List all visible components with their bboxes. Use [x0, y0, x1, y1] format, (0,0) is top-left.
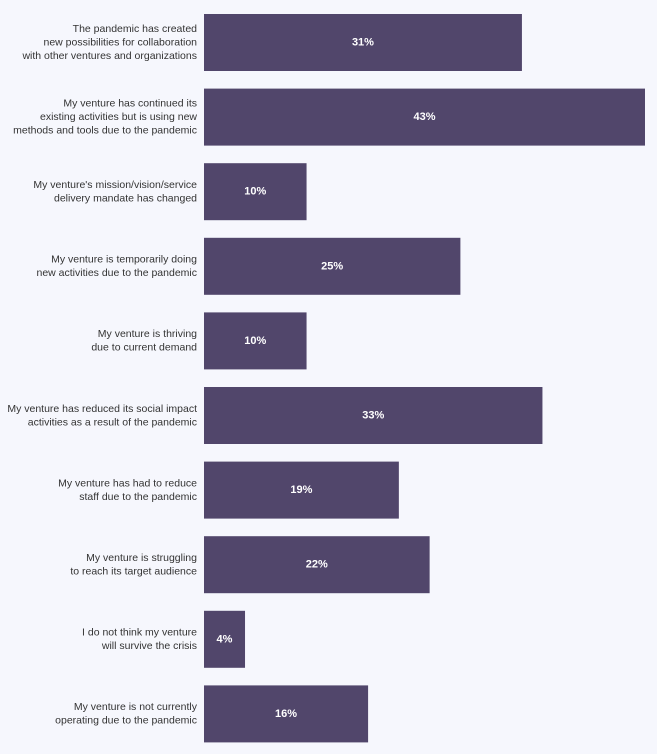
category-label: My venture is temporarily doing new activ…	[36, 254, 197, 280]
bar-value-label: 25%	[321, 260, 343, 272]
category-label-line: methods and tools due to the pandemic	[13, 125, 197, 137]
bar-value-label: 33%	[362, 410, 384, 422]
bar-value-label: 43%	[413, 111, 435, 123]
category-label-line: new possibilities for collaboration	[44, 37, 198, 49]
category-label-line: My venture has continued its	[63, 98, 197, 110]
bar	[204, 536, 430, 594]
bar-value-label: 31%	[352, 37, 374, 49]
category-label-line: activities as a result of the pandemic	[28, 416, 197, 428]
category-label: My venture is thriving due to current dem…	[91, 328, 197, 354]
bar-group: 25% My venture is temporarily doing new ac…	[36, 237, 461, 295]
bar-value-label: 10%	[244, 186, 266, 198]
category-label: My venture has continued its existing act…	[13, 98, 197, 137]
category-label-line: The pandemic has created	[73, 23, 197, 35]
bar	[204, 461, 399, 519]
bar	[204, 237, 461, 295]
category-label: My venture's mission/vision/service deliv…	[33, 179, 197, 205]
bar	[204, 163, 307, 221]
category-label-line: My venture is temporarily doing	[51, 254, 197, 266]
category-label-line: due to current demand	[91, 342, 197, 354]
bar-group: 10% My venture's mission/vision/service de…	[33, 163, 307, 221]
category-label-line: with other ventures and organizations	[21, 50, 197, 62]
category-label-line: will survive the crisis	[101, 640, 197, 652]
category-label-line: My venture is struggling	[86, 552, 197, 564]
bar	[204, 387, 543, 444]
category-label-line: I do not think my venture	[82, 627, 197, 639]
category-label-line: My venture's mission/vision/service	[33, 179, 197, 191]
bar-group: 10% My venture is thriving due to current …	[91, 312, 307, 370]
bar	[204, 312, 307, 370]
bar-value-label: 22%	[306, 559, 328, 571]
bar-value-label: 19%	[290, 484, 312, 496]
bar	[204, 88, 645, 146]
category-label: I do not think my venture will survive th…	[82, 627, 197, 653]
category-label: The pandemic has created new possibilitie…	[21, 23, 197, 62]
category-label-line: My venture is thriving	[98, 328, 197, 340]
bar-value-label: 10%	[244, 335, 266, 347]
category-label-line: My venture has had to reduce	[58, 477, 197, 489]
bar-group: 4% I do not think my venture will survive …	[82, 610, 246, 668]
category-label-line: existing activities but is using new	[40, 111, 197, 123]
category-label-line: new activities due to the pandemic	[36, 267, 197, 279]
bar	[204, 14, 522, 71]
category-label-line: My venture is not currently	[74, 701, 198, 713]
category-label: My venture has reduced its social impact…	[7, 403, 197, 429]
category-label: My venture is struggling to reach its tar…	[70, 552, 197, 578]
bar-group: 19% My venture has had to reduce staff due…	[58, 461, 399, 519]
bar	[204, 685, 369, 743]
bar-group: 33% My venture has reduced its social imp…	[7, 387, 543, 444]
bar-group: 31% The pandemic has created new possibili…	[21, 14, 522, 71]
category-label-line: My venture has reduced its social impact	[7, 403, 197, 415]
bar	[204, 610, 246, 668]
category-label: My venture is not currently operating due…	[55, 701, 198, 727]
bar-value-label: 4%	[217, 633, 233, 645]
category-label-line: to reach its target audience	[70, 565, 197, 577]
category-label-line: operating due to the pandemic	[55, 715, 197, 727]
category-label-line: staff due to the pandemic	[79, 491, 197, 503]
bar-group: 43% My venture has continued its existing …	[13, 88, 645, 146]
bar-group: 22% My venture is struggling to reach its …	[70, 536, 430, 594]
category-label-line: delivery mandate has changed	[54, 192, 197, 204]
bar-value-label: 16%	[275, 708, 297, 720]
bar-group: 16% My venture is not currently operating …	[55, 685, 369, 743]
category-label: My venture has had to reduce staff due to…	[58, 477, 197, 503]
